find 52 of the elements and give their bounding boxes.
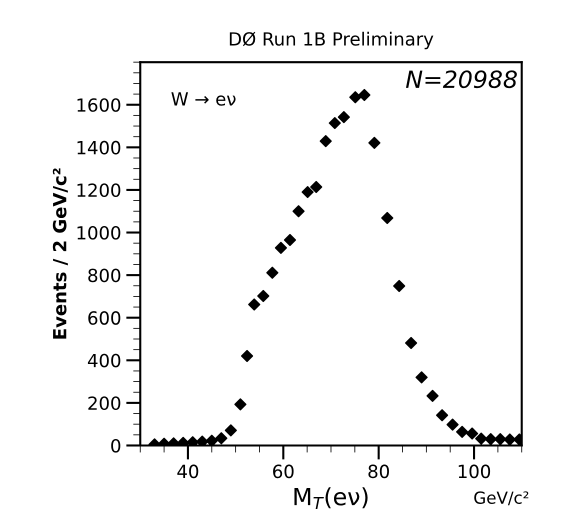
annotation: N=20988 bbox=[406, 70, 517, 88]
point bbox=[381, 212, 394, 224]
point bbox=[349, 91, 362, 104]
point bbox=[456, 426, 468, 438]
y-tick-label: 0 bbox=[111, 438, 120, 453]
point bbox=[257, 290, 270, 302]
point bbox=[320, 135, 332, 148]
point bbox=[368, 136, 380, 149]
point bbox=[358, 88, 370, 102]
x-tick-label: 60 bbox=[273, 464, 294, 478]
point bbox=[266, 266, 278, 279]
point bbox=[274, 242, 287, 254]
x-tick-label: 100 bbox=[458, 464, 490, 478]
y-tick-label: 1200 bbox=[78, 183, 120, 198]
annotation: W → eν bbox=[171, 92, 236, 106]
y-tick-label: 600 bbox=[88, 311, 120, 325]
y-tick-label: 400 bbox=[88, 354, 120, 368]
point bbox=[234, 398, 246, 410]
point bbox=[240, 350, 254, 362]
point bbox=[302, 186, 314, 198]
point bbox=[393, 280, 406, 292]
y-tick-label: 1600 bbox=[78, 98, 120, 112]
y-axis-title: Events / 2 GeV/c² bbox=[52, 168, 68, 339]
y-tick-label: 1400 bbox=[78, 140, 120, 154]
point bbox=[248, 298, 260, 311]
point bbox=[338, 111, 350, 124]
y-tick-label: 1000 bbox=[78, 226, 120, 240]
point bbox=[196, 436, 208, 446]
x-axis-title: M$_{T}$(eν) bbox=[294, 487, 368, 510]
point bbox=[284, 234, 296, 246]
point bbox=[446, 418, 459, 431]
point bbox=[426, 390, 439, 402]
point bbox=[416, 371, 428, 384]
point bbox=[292, 205, 305, 218]
point bbox=[475, 432, 488, 445]
point bbox=[466, 427, 478, 440]
x-tick-label: 40 bbox=[177, 464, 198, 478]
chart-title: DØ Run 1B Preliminary bbox=[230, 32, 434, 50]
point bbox=[206, 434, 218, 446]
point bbox=[224, 424, 237, 436]
point bbox=[484, 433, 497, 446]
point bbox=[436, 409, 448, 422]
point bbox=[328, 116, 341, 130]
y-tick-label: 200 bbox=[88, 396, 120, 410]
text: GeV/c² bbox=[474, 491, 528, 506]
point bbox=[494, 433, 506, 446]
point bbox=[215, 432, 228, 444]
x-tick-label: 80 bbox=[368, 464, 389, 478]
point bbox=[310, 180, 322, 194]
point bbox=[405, 336, 418, 350]
point bbox=[504, 433, 516, 446]
y-tick-label: 800 bbox=[88, 268, 120, 282]
